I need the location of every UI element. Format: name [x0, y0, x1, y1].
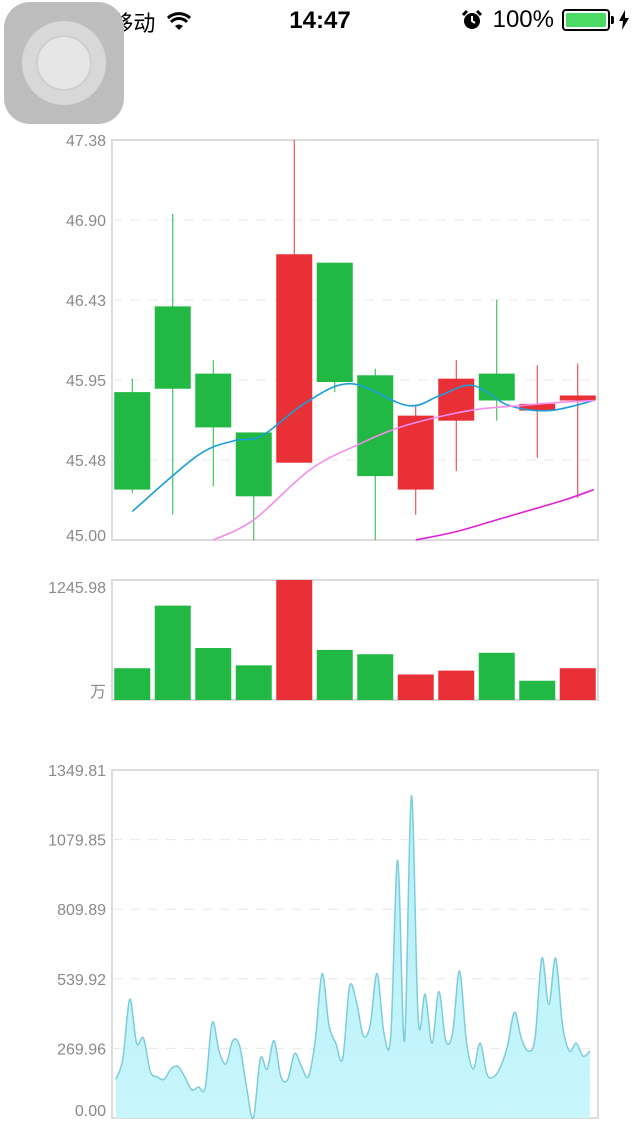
area-y-tick: 809.89: [57, 902, 106, 919]
candle-y-tick: 46.43: [66, 293, 106, 310]
volume-bar: [478, 652, 515, 700]
volume-bar: [357, 654, 394, 700]
volume-plot-frame: [111, 579, 599, 701]
candle-body: [195, 373, 232, 428]
candle-body: [235, 432, 272, 497]
candle: [397, 405, 434, 515]
battery-fill: [566, 13, 606, 27]
assistive-touch-button[interactable]: [4, 2, 124, 124]
candle-body: [276, 254, 313, 463]
status-right: 100%: [461, 6, 630, 34]
area-y-tick: 1349.81: [48, 763, 106, 780]
candle-body: [357, 375, 394, 477]
battery-icon: [562, 9, 614, 31]
candle: [478, 299, 515, 421]
candle-plot-frame: [111, 139, 599, 541]
bolt-icon: [619, 10, 629, 30]
area-chart: 1349.81 1079.85 809.89 539.92 269.96 0.00: [48, 763, 599, 1120]
candle-body: [154, 306, 191, 389]
candle-body: [114, 392, 151, 490]
status-time: 14:47: [289, 7, 351, 34]
moving-average-line: [212, 399, 594, 541]
area-fill: [116, 795, 590, 1119]
candle: [276, 140, 313, 463]
candle-body: [397, 415, 434, 490]
wifi-icon: [167, 12, 192, 30]
volume-chart: 1245.98 万: [48, 579, 599, 701]
volume-bar: [195, 647, 232, 700]
candle: [114, 378, 151, 493]
candle-y-tick: 45.95: [66, 373, 106, 390]
candle-body: [559, 395, 596, 401]
volume-bar: [276, 580, 313, 700]
candle: [357, 368, 394, 540]
volume-bar: [154, 605, 191, 700]
candle-y-tick: 47.38: [66, 133, 106, 150]
area-y-tick: 0.00: [75, 1103, 106, 1120]
candle-body: [478, 373, 515, 401]
volume-bar: [559, 668, 596, 700]
candlestick-chart: 47.38 46.90 46.43 45.95 45.48 45.00: [66, 133, 599, 545]
area-line: [115, 794, 591, 1120]
candle-y-tick: 45.00: [66, 528, 106, 545]
candle: [235, 432, 272, 540]
area-y-tick: 539.92: [57, 972, 106, 989]
candle: [559, 363, 596, 498]
area-y-tick: 269.96: [57, 1041, 106, 1058]
battery-percent: 100%: [492, 6, 554, 33]
volume-max-label: 1245.98: [48, 580, 106, 597]
candle-body: [316, 262, 353, 383]
candle-y-tick: 46.90: [66, 213, 106, 230]
candle: [154, 213, 191, 515]
volume-bar: [438, 670, 475, 700]
candle: [316, 262, 353, 393]
volume-bar: [235, 665, 272, 700]
alarm-icon: [461, 9, 482, 29]
candle-y-tick: 45.48: [66, 453, 106, 470]
volume-bar: [316, 649, 353, 700]
volume-unit-label: 万: [90, 684, 106, 701]
candle: [195, 360, 232, 487]
volume-bar: [397, 674, 434, 700]
volume-bar: [114, 668, 151, 700]
area-y-tick: 1079.85: [48, 833, 106, 850]
moving-average-line: [415, 488, 595, 541]
candle-body: [519, 403, 556, 411]
volume-bar: [519, 680, 556, 700]
